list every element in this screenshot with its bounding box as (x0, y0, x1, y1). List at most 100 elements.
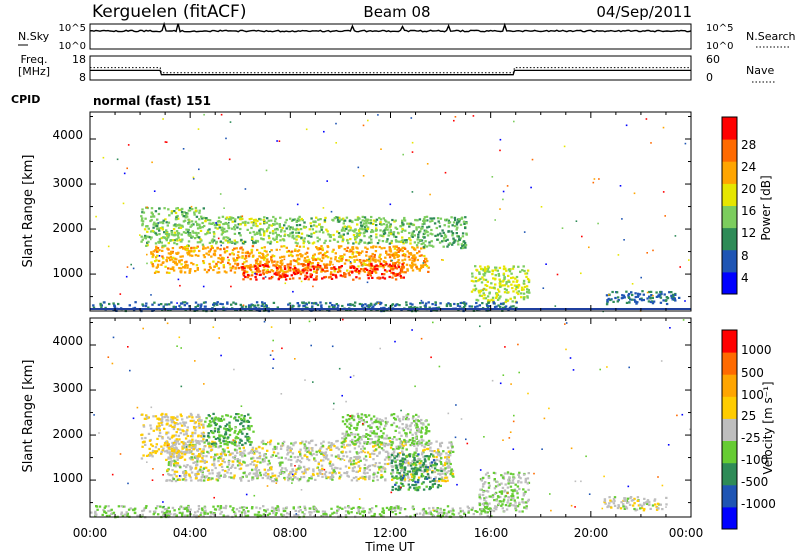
heatmap-cell (386, 443, 390, 447)
heatmap-cell (234, 454, 237, 457)
heatmap-cell (191, 431, 194, 434)
heatmap-cell (157, 303, 161, 306)
heatmap-cell (144, 305, 148, 308)
heatmap-cell (151, 451, 155, 454)
heatmap-cell (455, 228, 458, 231)
heatmap-speckle (146, 262, 148, 265)
power-colorbar-frame (721, 116, 738, 295)
heatmap-cell (483, 272, 487, 275)
heatmap-cell (398, 437, 401, 441)
heatmap-cell (269, 478, 272, 481)
heatmap-cell (280, 245, 283, 248)
heatmap-cell (399, 482, 403, 485)
heatmap-cell (339, 458, 342, 461)
heatmap-cell (254, 472, 257, 475)
heatmap-cell (212, 268, 215, 272)
heatmap-cell (391, 276, 394, 279)
heatmap-cell (372, 479, 375, 482)
heatmap-cell (376, 265, 380, 268)
heatmap-cell (424, 229, 428, 232)
heatmap-cell (522, 292, 526, 295)
heatmap-cell (674, 293, 677, 296)
heatmap-cell (175, 230, 179, 233)
heatmap-cell (315, 266, 319, 269)
heatmap-cell (311, 302, 314, 305)
heatmap-cell (482, 292, 485, 295)
heatmap-cell (460, 243, 464, 246)
heatmap-speckle (380, 148, 382, 150)
heatmap-cell (161, 244, 164, 247)
heatmap-cell (407, 479, 411, 482)
heatmap-cell (169, 457, 173, 460)
heatmap-cell (456, 221, 459, 224)
heatmap-cell (413, 484, 416, 487)
heatmap-cell (434, 301, 437, 304)
heatmap-cell (398, 418, 401, 421)
heatmap-cell (527, 289, 530, 292)
heatmap-cell (402, 453, 405, 456)
heatmap-cell (169, 462, 173, 465)
heatmap-cell (320, 464, 324, 467)
heatmap-cell (388, 256, 392, 259)
heatmap-speckle (122, 202, 125, 205)
heatmap-cell (366, 441, 370, 444)
heatmap-cell (320, 459, 323, 462)
heatmap-cell (400, 434, 403, 437)
heatmap-cell (463, 241, 467, 245)
heatmap-cell (343, 471, 346, 475)
heatmap-cell (389, 253, 393, 256)
heatmap-cell (447, 219, 450, 222)
heatmap-cell (258, 229, 261, 232)
heatmap-cell (250, 221, 253, 224)
heatmap-cell (207, 434, 210, 437)
heatmap-speckle (292, 290, 294, 293)
heatmap-cell (172, 228, 176, 231)
heatmap-cell (367, 272, 370, 276)
heatmap-cell (392, 413, 396, 416)
heatmap-cell (329, 234, 332, 237)
heatmap-cell (649, 297, 652, 300)
heatmap-cell (431, 483, 435, 486)
heatmap-cell (246, 250, 249, 253)
heatmap-cell (278, 266, 281, 269)
heatmap-cell (190, 471, 194, 474)
heatmap-cell (398, 476, 401, 479)
heatmap-cell (435, 226, 438, 230)
heatmap-cell (384, 450, 388, 453)
heatmap-cell (289, 450, 292, 453)
heatmap-cell (184, 261, 187, 264)
heatmap-cell (218, 226, 221, 229)
heatmap-cell (368, 438, 371, 441)
heatmap-cell (188, 450, 192, 453)
heatmap-cell (158, 418, 162, 421)
heatmap-cell (403, 468, 407, 471)
heatmap-cell (388, 269, 391, 272)
heatmap-cell (368, 476, 371, 479)
heatmap-cell (431, 469, 434, 473)
heatmap-cell (322, 263, 326, 266)
heatmap-cell (213, 417, 216, 420)
heatmap-cell (411, 262, 414, 265)
heatmap-cell (405, 416, 409, 419)
heatmap-cell (196, 449, 199, 452)
heatmap-cell (236, 464, 240, 467)
heatmap-cell (445, 455, 448, 458)
heatmap-cell (256, 266, 260, 269)
heatmap-cell (222, 236, 226, 239)
heatmap-cell (340, 441, 343, 444)
heatmap-cell (179, 413, 182, 416)
heatmap-cell (498, 282, 501, 285)
heatmap-cell (172, 434, 176, 437)
heatmap-cell (280, 228, 283, 232)
heatmap-cell (205, 475, 209, 478)
heatmap-cell (208, 472, 211, 475)
heatmap-cell (194, 231, 198, 234)
heatmap-cell (196, 224, 199, 227)
heatmap-cell (415, 266, 418, 269)
heatmap-cell (457, 218, 461, 221)
heatmap-cell (203, 224, 206, 228)
heatmap-cell (246, 252, 250, 255)
heatmap-cell (379, 476, 383, 479)
heatmap-cell (283, 275, 287, 278)
heatmap-cell (422, 235, 425, 238)
